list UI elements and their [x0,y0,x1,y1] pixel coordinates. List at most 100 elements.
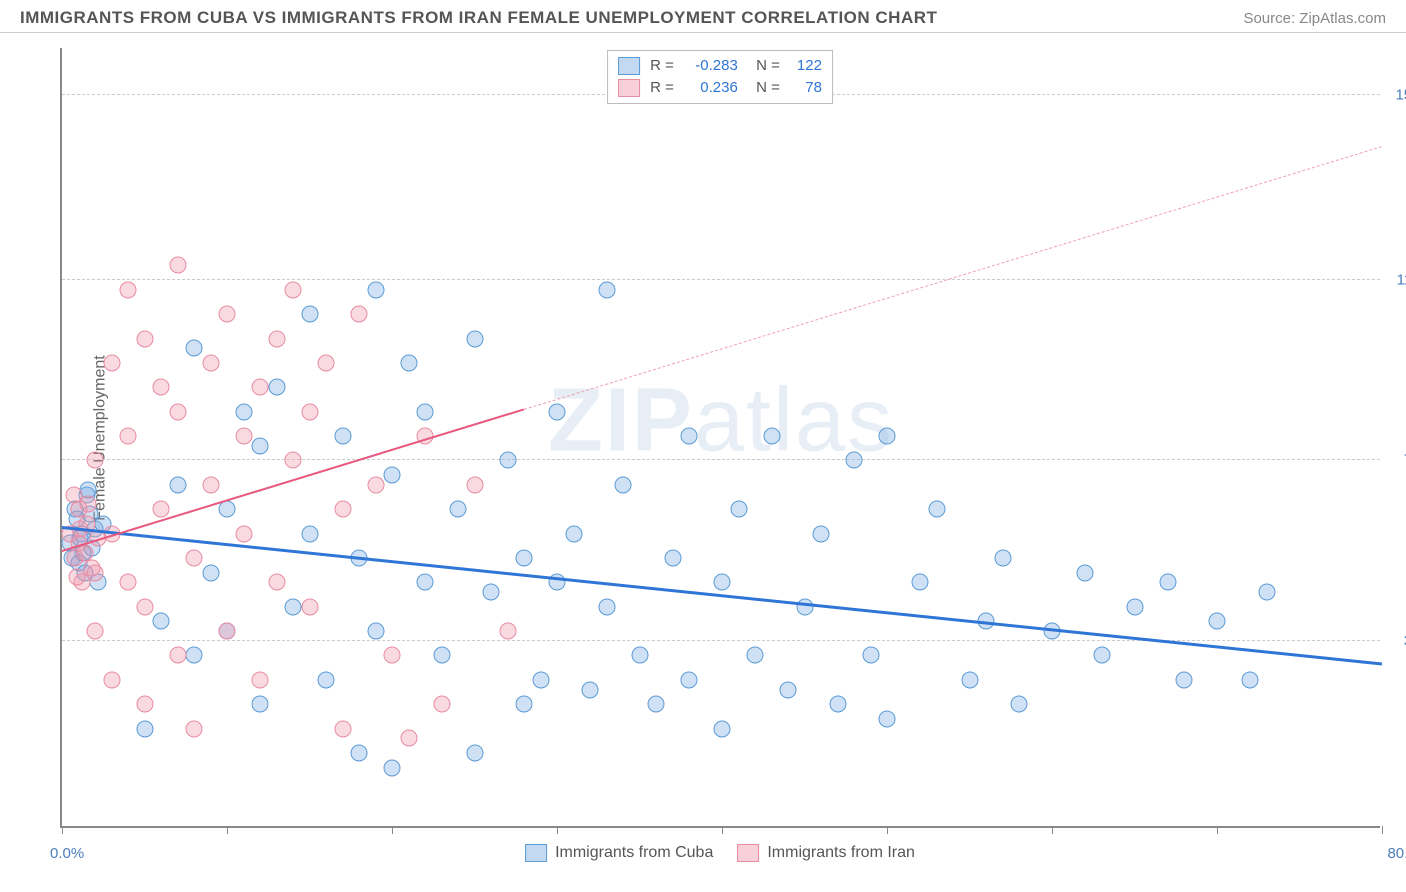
data-point [1242,671,1259,688]
data-point [136,696,153,713]
data-point [1258,584,1275,601]
data-point [994,549,1011,566]
gridline: 3.8% [62,640,1380,641]
data-point [664,549,681,566]
data-point [681,671,698,688]
data-point [186,340,203,357]
data-point [186,720,203,737]
data-point [367,623,384,640]
data-point [351,306,368,323]
x-tick [1217,826,1218,834]
data-point [598,281,615,298]
data-point [103,354,120,371]
legend-swatch-blue [618,57,640,75]
data-point [1093,647,1110,664]
y-tick-label: 15.0% [1386,86,1406,103]
data-point [516,696,533,713]
data-point [87,564,104,581]
stat-r-label: R = [650,55,674,77]
gridline: 7.5% [62,459,1380,460]
data-point [417,574,434,591]
data-point [1077,564,1094,581]
data-point [202,476,219,493]
data-point [136,330,153,347]
data-point [796,598,813,615]
data-point [615,476,632,493]
data-point [862,647,879,664]
data-point [87,452,104,469]
legend-stats: R = -0.283 N = 122 R = 0.236 N = 78 [607,50,833,104]
data-point [235,428,252,445]
data-point [367,476,384,493]
data-point [301,525,318,542]
data-point [829,696,846,713]
data-point [120,574,137,591]
data-point [483,584,500,601]
data-point [252,379,269,396]
data-point [565,525,582,542]
data-point [268,574,285,591]
x-tick [1382,826,1383,834]
data-point [301,403,318,420]
data-point [582,681,599,698]
data-point [103,671,120,688]
y-tick-label: 3.8% [1386,632,1406,649]
data-point [879,710,896,727]
legend-swatch-blue [525,844,547,862]
data-point [285,281,302,298]
data-point [1209,613,1226,630]
data-point [450,501,467,518]
x-tick [62,826,63,834]
data-point [730,501,747,518]
y-tick-label: 7.5% [1386,452,1406,469]
y-tick-label: 11.2% [1386,272,1406,289]
data-point [1176,671,1193,688]
data-point [334,501,351,518]
data-point [219,623,236,640]
data-point [466,476,483,493]
trend-line [62,526,1382,665]
data-point [252,671,269,688]
data-point [466,744,483,761]
data-point [153,501,170,518]
data-point [961,671,978,688]
data-point [285,452,302,469]
data-point [648,696,665,713]
data-point [499,452,516,469]
stat-n-label: N = [748,55,780,77]
data-point [318,671,335,688]
data-point [516,549,533,566]
data-point [763,428,780,445]
chart-header: IMMIGRANTS FROM CUBA VS IMMIGRANTS FROM … [0,0,1406,33]
data-point [235,403,252,420]
x-tick [1052,826,1053,834]
data-point [77,545,94,562]
x-axis-min-label: 0.0% [50,845,84,862]
data-point [384,759,401,776]
legend-swatch-pink [737,844,759,862]
data-point [912,574,929,591]
data-point [780,681,797,698]
data-point [499,623,516,640]
data-point [169,257,186,274]
x-tick [722,826,723,834]
x-tick [887,826,888,834]
data-point [334,720,351,737]
x-axis-max-label: 80.0% [1387,845,1406,862]
data-point [120,428,137,445]
legend-item-iran: Immigrants from Iran [737,844,915,862]
data-point [120,281,137,298]
legend-swatch-pink [618,79,640,97]
data-point [367,281,384,298]
data-point [235,525,252,542]
data-point [268,330,285,347]
chart-title: IMMIGRANTS FROM CUBA VS IMMIGRANTS FROM … [20,8,937,28]
data-point [252,696,269,713]
data-point [202,354,219,371]
data-point [186,549,203,566]
stat-r-iran: 0.236 [680,77,738,99]
stat-n-label: N = [748,77,780,99]
plot-area: ZIPatlas 3.8%7.5%11.2%15.0% [60,48,1380,828]
x-tick [557,826,558,834]
data-point [846,452,863,469]
